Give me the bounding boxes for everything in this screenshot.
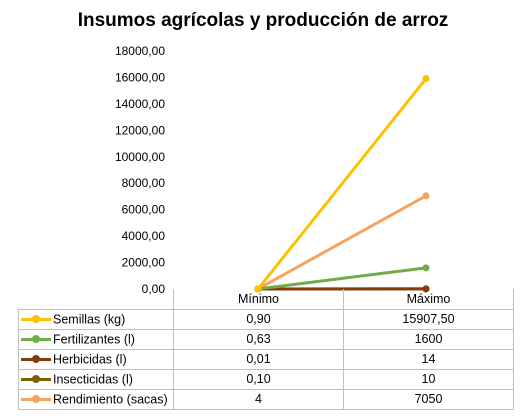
legend-entry: Semillas (kg) [18,308,174,330]
data-point-marker [422,192,430,200]
legend-label: Rendimiento (sacas) [53,392,168,407]
series-line [256,77,428,290]
data-label: 0,63 [173,328,344,350]
data-label: 0,10 [173,368,344,390]
legend-entry: Herbicidas (l) [18,348,174,370]
y-tick-label: 4000,00 [122,229,166,243]
y-tick-label: 14000,00 [115,97,165,111]
series-line [257,266,427,291]
data-label: 0,01 [173,348,344,370]
data-label: 14 [343,348,514,370]
legend-key-icon [21,314,51,324]
data-label: 1600 [343,328,514,350]
legend-key-icon [21,354,51,364]
legend-label: Fertilizantes (l) [53,332,135,347]
table-row: Insecticidas (l) 0,10 10 [18,368,514,390]
table-row: Herbicidas (l) 0,01 14 [18,348,514,370]
series-line [257,194,427,291]
table-corner-cell [18,289,174,309]
data-label: 15907,50 [343,308,514,330]
data-point-marker [422,264,430,272]
data-label: 7050 [343,388,514,410]
y-tick-label: 10000,00 [115,150,165,164]
legend-entry: Insecticidas (l) [18,368,174,390]
data-point-marker [422,75,430,83]
legend-label: Herbicidas (l) [53,352,127,367]
legend-entry: Fertilizantes (l) [18,328,174,350]
legend-label: Semillas (kg) [53,312,126,327]
table-row: Semillas (kg) 0,90 15907,50 [18,308,514,330]
y-tick-label: 18000,00 [115,44,165,58]
table-row: Fertilizantes (l) 0,63 1600 [18,328,514,350]
legend-key-icon [21,374,51,384]
table-header-row: Mínimo Máximo [18,289,514,310]
y-tick-label: 6000,00 [122,203,166,217]
legend-key-icon [21,334,51,344]
data-label: 10 [343,368,514,390]
legend-entry: Rendimiento (sacas) [18,388,174,410]
legend-label: Insecticidas (l) [53,372,133,387]
legend-key-icon [21,394,51,404]
data-label: 0,90 [173,308,344,330]
y-tick-label: 12000,00 [115,123,165,137]
data-table: Mínimo Máximo Semillas (kg) 0,90 15907,50 F… [18,289,514,410]
y-tick-label: 8000,00 [122,176,166,190]
y-tick-label: 2000,00 [122,256,166,270]
category-label-min: Mínimo [173,289,344,310]
chart-title: Insumos agrícolas y producción de arroz [77,10,449,31]
data-label: 4 [173,388,344,410]
category-label-max: Máximo [343,289,514,310]
table-row: Rendimiento (sacas) 4 7050 [18,388,514,410]
y-tick-label: 16000,00 [115,70,165,84]
